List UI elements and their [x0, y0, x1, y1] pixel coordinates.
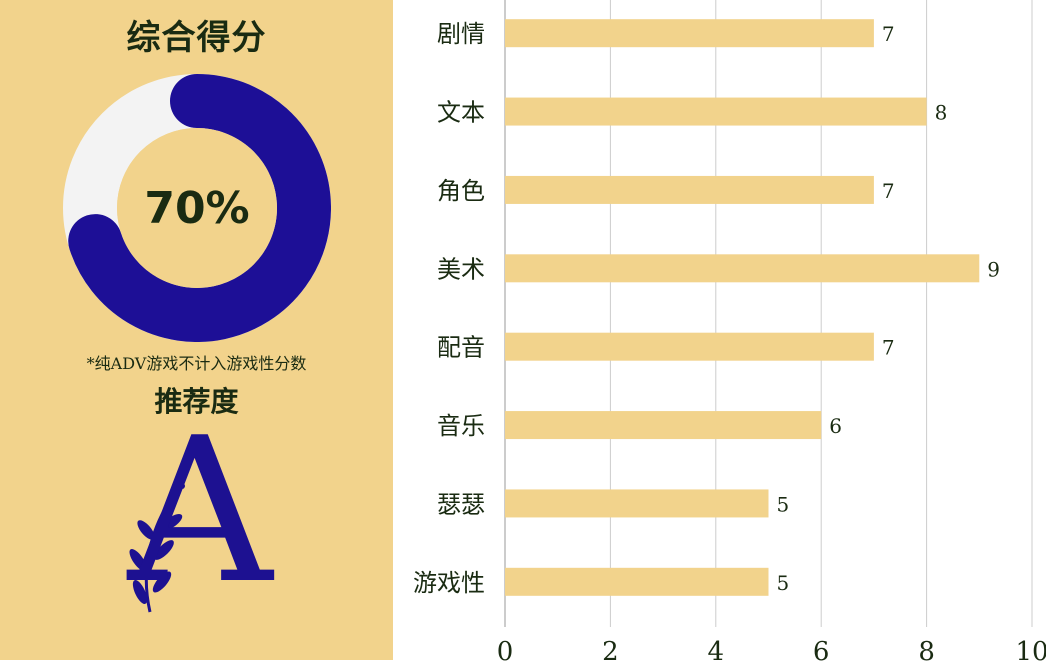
bar [505, 332, 874, 361]
bar [505, 19, 874, 48]
data-label: 7 [882, 179, 895, 203]
bar [505, 567, 769, 596]
category-label: 音乐 [437, 412, 485, 440]
bar [505, 411, 822, 440]
category-label: 游戏性 [413, 569, 485, 597]
left-panel: 综合得分 70% *纯ADV游戏不计入游戏性分数 推荐度 A [0, 0, 393, 660]
bar [505, 175, 874, 204]
donut-hole [117, 128, 277, 288]
bar [505, 254, 980, 283]
category-label: 文本 [437, 99, 485, 127]
category-label: 美术 [437, 255, 485, 283]
category-label: 配音 [437, 334, 485, 362]
category-label: 角色 [437, 177, 485, 205]
donut-fill-arc [68, 74, 331, 342]
bar-chart: 0 2 4 6 8 10 剧情 7 文本 8 角色 7 美术 9 配音 7 音乐 6 瑟瑟 5 游戏性 5 [413, 0, 1046, 666]
x-tick-label: 2 [602, 637, 619, 666]
bar [505, 489, 769, 518]
data-label: 8 [935, 101, 948, 125]
x-tick-label: 8 [918, 637, 935, 666]
x-tick-label: 0 [497, 637, 514, 666]
category-label: 瑟瑟 [437, 490, 485, 518]
recommend-title: 推荐度 [154, 385, 239, 418]
score-note: *纯ADV游戏不计入游戏性分数 [86, 354, 307, 373]
data-label: 6 [829, 414, 842, 438]
grade-letter: A [127, 395, 273, 628]
data-label: 5 [777, 571, 790, 595]
category-label: 剧情 [437, 20, 485, 48]
data-label: 7 [882, 22, 895, 46]
x-tick-label: 4 [708, 637, 725, 666]
bar [505, 97, 927, 126]
score-percent: 70% [144, 182, 250, 234]
data-label: 7 [882, 336, 895, 360]
laurel-branch-icon [129, 483, 185, 613]
score-title: 综合得分 [126, 18, 267, 58]
x-tick-label: 6 [813, 637, 830, 666]
score-donut [63, 74, 331, 342]
data-label: 5 [777, 492, 790, 516]
x-tick-label: 10 [1015, 637, 1046, 666]
data-label: 9 [987, 257, 1000, 281]
